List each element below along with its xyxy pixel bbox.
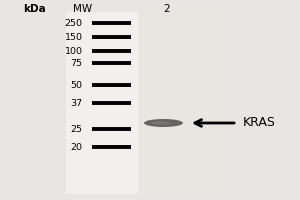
Ellipse shape xyxy=(151,121,170,125)
Bar xyxy=(66,12,225,194)
Text: 75: 75 xyxy=(70,58,83,68)
Text: MW: MW xyxy=(73,4,92,14)
Text: KRAS: KRAS xyxy=(243,116,276,130)
Text: 100: 100 xyxy=(64,46,82,55)
Text: 2: 2 xyxy=(163,4,170,14)
Ellipse shape xyxy=(144,119,183,127)
Text: kDa: kDa xyxy=(23,4,46,14)
Text: 25: 25 xyxy=(70,124,83,134)
Bar xyxy=(138,12,225,194)
Text: 50: 50 xyxy=(70,81,83,90)
Text: 150: 150 xyxy=(64,32,82,42)
Text: 20: 20 xyxy=(70,142,83,152)
Text: 250: 250 xyxy=(64,19,82,27)
Text: 37: 37 xyxy=(70,98,83,108)
